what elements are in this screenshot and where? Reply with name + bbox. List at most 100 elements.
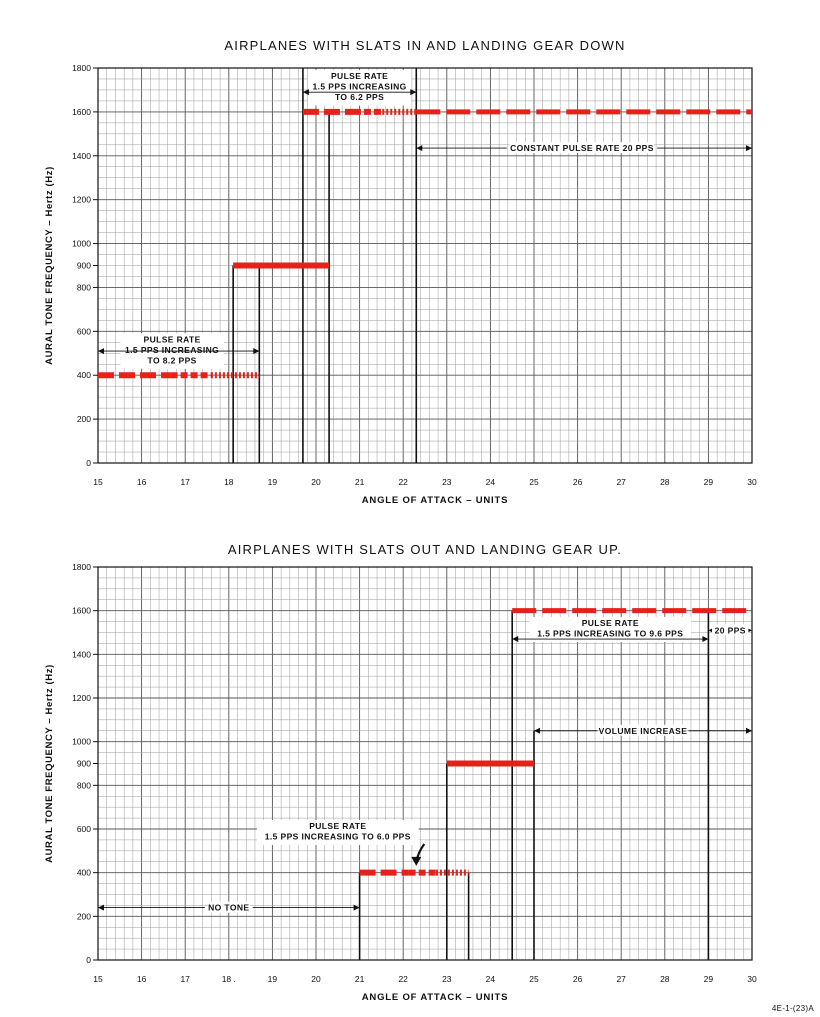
annotation-arrow-head (98, 348, 104, 355)
annotation-text: 1.5 PPS INCREASING (313, 81, 407, 91)
x-tick-label: 26 (573, 974, 583, 984)
x-tick-label: 15 (93, 974, 103, 984)
annotation-arrow-head (253, 348, 260, 355)
annotation-backdrop (256, 820, 419, 845)
y-tick-label: 1200 (72, 195, 91, 205)
x-tick-label: 22 (398, 477, 408, 487)
annotation-text: PULSE RATE (582, 618, 639, 628)
y-tick-label: 900 (77, 759, 91, 769)
chart-title: AIRPLANES WITH SLATS OUT AND LANDING GEA… (228, 542, 622, 557)
x-tick-label: 16 (137, 974, 147, 984)
y-tick-label: 200 (77, 414, 91, 424)
annotation-text: PULSE RATE (144, 334, 201, 344)
y-tick-label: 800 (77, 780, 91, 790)
annotation-text: TO 8.2 PPS (148, 355, 197, 365)
annotation-backdrop (509, 142, 655, 154)
chart-title: AIRPLANES WITH SLATS IN AND LANDING GEAR… (224, 38, 625, 53)
annotation-arrow-head (98, 904, 104, 911)
x-tick-label: 19 (268, 477, 278, 487)
y-tick-label: 600 (77, 824, 91, 834)
x-tick-label: 25 (529, 477, 539, 487)
x-tick-label: 27 (616, 974, 626, 984)
annotation-arrow-head (353, 904, 360, 911)
annotation-arrow-head (702, 636, 709, 643)
annotation-arrow-head (410, 89, 417, 96)
y-tick-label: 400 (77, 370, 91, 380)
x-tick-label: 19 (268, 974, 278, 984)
y-tick-label: 900 (77, 261, 91, 271)
annotation-backdrop (600, 724, 686, 736)
chart-slats-out-gear-up: AIRPLANES WITH SLATS OUT AND LANDING GEA… (0, 510, 820, 1000)
y-axis-label: AURAL TONE FREQUENCY – Hertz (Hz) (44, 664, 55, 863)
annotation-text: 1.5 PPS INCREASING TO 9.6 PPS (537, 628, 683, 638)
figure-reference: 4E-1-(23)A (771, 1004, 814, 1013)
annotation-text: CONSTANT PULSE RATE 20 PPS (510, 143, 654, 153)
y-tick-label: 400 (77, 868, 91, 878)
x-tick-label: 20 (311, 974, 321, 984)
boundary-lines (232, 68, 418, 463)
annotation-arrow-head (512, 636, 519, 643)
annotation-text: NO TONE (208, 903, 249, 913)
x-tick-label: 26 (573, 477, 583, 487)
y-tick-label: 0 (86, 955, 91, 965)
x-tick-label: 30 (747, 974, 757, 984)
y-tick-label: 1600 (72, 107, 91, 117)
annotation-backdrop (307, 69, 412, 106)
annotation-text: TO 6.2 PPS (335, 92, 384, 102)
x-tick-label: 18 . (222, 974, 236, 984)
y-tick-label: 1800 (72, 562, 91, 572)
x-tick-label: 27 (616, 477, 626, 487)
chart-slats-in-gear-down: AIRPLANES WITH SLATS IN AND LANDING GEAR… (44, 38, 757, 506)
x-tick-label: 29 (704, 477, 714, 487)
x-tick-label: 15 (93, 477, 103, 487)
x-tick-label: 25 (529, 974, 539, 984)
x-axis-label: ANGLE OF ATTACK – UNITS (362, 495, 508, 506)
annotation-text: PULSE RATE (331, 71, 388, 81)
y-tick-label: 200 (77, 911, 91, 921)
x-tick-label: 21 (355, 477, 365, 487)
y-tick-label: 1800 (72, 63, 91, 73)
annotation-arrow-head (411, 856, 422, 866)
boundary-lines (358, 610, 710, 960)
annotation-arrow-head (746, 727, 752, 734)
x-tick-label: 21 (355, 974, 365, 984)
x-tick-label: 20 (311, 477, 321, 487)
annotation-backdrop (207, 901, 250, 913)
annotation-text: 1.5 PPS INCREASING (125, 345, 219, 355)
chart-svg: AIRPLANES WITH SLATS IN AND LANDING GEAR… (44, 38, 757, 506)
x-axis-label: ANGLE OF ATTACK – UNITS (362, 992, 508, 1000)
x-tick-label: 28 (660, 477, 670, 487)
x-tick-label: 17 (180, 477, 190, 487)
annotation-text: 1.5 PPS INCREASING TO 6.0 PPS (265, 832, 411, 842)
x-tick-label: 24 (486, 974, 496, 984)
x-tick-label: 24 (486, 477, 496, 487)
y-tick-label: 1400 (72, 649, 91, 659)
y-tick-label: 1200 (72, 693, 91, 703)
annotation-arrow-head (534, 727, 540, 734)
x-tick-label: 17 (180, 974, 190, 984)
annotation-text: PULSE RATE (309, 821, 366, 831)
y-tick-label: 600 (77, 326, 91, 336)
x-tick-label: 28 (660, 974, 670, 984)
chart-svg: AIRPLANES WITH SLATS OUT AND LANDING GEA… (44, 542, 757, 1000)
annotation-text: 20 PPS (715, 625, 746, 635)
y-tick-label: 1400 (72, 151, 91, 161)
annotation-backdrop (529, 616, 692, 642)
annotation-text: VOLUME INCREASE (599, 726, 688, 736)
annotation-arrow-head (416, 145, 423, 152)
x-tick-label: 18 (224, 477, 234, 487)
y-tick-label: 1000 (72, 239, 91, 249)
tone-series (359, 608, 752, 876)
y-tick-label: 0 (86, 458, 91, 468)
x-tick-label: 23 (442, 974, 452, 984)
x-tick-label: 29 (704, 974, 714, 984)
x-tick-label: 16 (137, 477, 147, 487)
y-tick-label: 1600 (72, 606, 91, 616)
x-tick-label: 30 (747, 477, 757, 487)
annotation-arrow-head (302, 89, 309, 96)
grid (97, 67, 753, 464)
y-tick-label: 800 (77, 282, 91, 292)
x-tick-label: 23 (442, 477, 452, 487)
